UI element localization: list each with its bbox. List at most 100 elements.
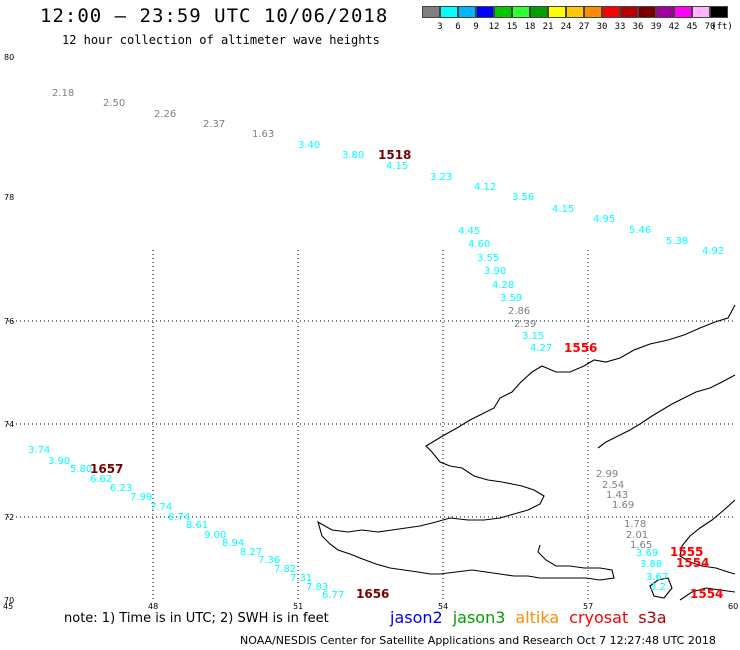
wave-height-value: 4.15 — [386, 161, 408, 172]
pass-time-label: 1518 — [378, 148, 411, 162]
wave-height-value: 4.95 — [593, 214, 615, 225]
color-swatch — [476, 6, 494, 18]
color-scale-label: 70 — [704, 22, 716, 32]
pass-time-label: 1656 — [356, 587, 389, 601]
color-swatch — [602, 6, 620, 18]
lon-tick-label: 57 — [583, 602, 593, 611]
wave-height-value: 7.31 — [290, 573, 312, 584]
color-scale-label: 27 — [578, 22, 590, 32]
lon-tick-label: 45 — [3, 602, 13, 611]
color-scale-label: 12 — [488, 22, 500, 32]
map-title: 12:00 — 23:59 UTC 10/06/2018 — [40, 5, 389, 27]
color-scale-bar — [422, 6, 728, 18]
color-scale-label: 42 — [668, 22, 680, 32]
wave-height-value: 7.36 — [258, 555, 280, 566]
wave-height-value: 5.38 — [666, 236, 688, 247]
wave-height-value: 4.60 — [468, 239, 490, 250]
lon-tick-label: 48 — [148, 602, 158, 611]
color-swatch — [566, 6, 584, 18]
wave-height-value: 8.94 — [222, 538, 244, 549]
lat-tick-label: 72 — [4, 513, 14, 522]
color-scale-label: (ft) — [711, 22, 733, 32]
color-scale-label: 30 — [596, 22, 608, 32]
wave-height-value: 3.74 — [28, 445, 50, 456]
coastline — [317, 304, 736, 601]
note-text: note: 1) Time is in UTC; 2) SWH is in fe… — [64, 611, 329, 626]
color-scale-label: 6 — [455, 22, 461, 32]
wave-height-value: 3.40 — [298, 140, 320, 151]
wave-height-value: 3.23 — [430, 172, 452, 183]
color-scale-label: 9 — [473, 22, 479, 32]
wave-height-value: 2.37 — [203, 119, 225, 130]
wave-height-value: 5.46 — [629, 225, 651, 236]
wave-height-value: 4.27 — [530, 343, 552, 354]
wave-height-value: 3.80 — [342, 150, 364, 161]
color-swatch — [710, 6, 728, 18]
pass-time-label: 1554 — [676, 556, 709, 570]
color-swatch — [548, 6, 566, 18]
color-swatch — [656, 6, 674, 18]
wave-height-value: 1.63 — [252, 129, 274, 140]
lat-lon-grid — [8, 250, 733, 600]
coastline-segment — [649, 577, 673, 599]
color-scale-label: 15 — [506, 22, 518, 32]
color-swatch — [674, 6, 692, 18]
satellite-legend: jason2 jason3 altika cryosat s3a — [390, 608, 677, 627]
wave-height-value: 1.69 — [612, 500, 634, 511]
wave-height-value: 9.00 — [204, 530, 226, 541]
wave-height-value: 8.27 — [240, 547, 262, 558]
color-swatch — [530, 6, 548, 18]
wave-height-value: 4.28 — [492, 280, 514, 291]
wave-height-value: 6.62 — [90, 474, 112, 485]
footer-credit: NOAA/NESDIS Center for Satellite Applica… — [240, 634, 716, 647]
color-swatch — [458, 6, 476, 18]
wave-height-value: 3.2 — [650, 582, 666, 593]
satellite-jason2: jason2 — [390, 608, 443, 627]
satellite-cryosat: cryosat — [569, 608, 629, 627]
map-subtitle: 12 hour collection of altimeter wave hei… — [62, 33, 380, 47]
pass-time-label: 1555 — [670, 545, 703, 559]
color-scale-label: 33 — [614, 22, 626, 32]
color-swatch — [494, 6, 512, 18]
wave-height-value: 6.77 — [322, 590, 344, 601]
wave-height-value: 2.99 — [596, 469, 618, 480]
wave-height-value: 4.12 — [474, 182, 496, 193]
wave-height-value: 7.83 — [306, 582, 328, 593]
pass-time-label: 1556 — [564, 341, 597, 355]
wave-height-value: 4.92 — [702, 246, 724, 257]
color-scale-label: 21 — [542, 22, 554, 32]
wave-height-value: 1.65 — [630, 540, 652, 551]
satellite-s3a: s3a — [638, 608, 667, 627]
lat-tick-label: 78 — [4, 193, 14, 202]
wave-height-value: 2.54 — [602, 480, 624, 491]
lon-tick-label: 54 — [438, 602, 448, 611]
wave-height-value: 7.74 — [150, 502, 172, 513]
color-swatch — [440, 6, 458, 18]
coastline-segment — [679, 499, 736, 575]
lat-tick-label: 76 — [4, 317, 14, 326]
color-scale-label: 18 — [524, 22, 536, 32]
wave-height-value: 2.50 — [103, 98, 125, 109]
lat-tick-label: 80 — [4, 53, 14, 62]
lat-tick-label: 70 — [4, 596, 14, 605]
color-scale-label: 36 — [632, 22, 644, 32]
lat-tick-label: 74 — [4, 420, 14, 429]
wave-height-value: 3.56 — [512, 192, 534, 203]
wave-height-value: 4.15 — [552, 204, 574, 215]
wave-height-value: 3.69 — [636, 548, 658, 559]
color-scale-label: 24 — [560, 22, 572, 32]
wave-height-value: 6.23 — [110, 483, 132, 494]
wave-height-value: 1.78 — [624, 519, 646, 530]
pass-time-label: 1657 — [90, 462, 123, 476]
lon-tick-label: 60 — [728, 602, 738, 611]
wave-height-value: 2.26 — [154, 109, 176, 120]
wave-height-value: 8.74 — [168, 512, 190, 523]
color-swatch — [620, 6, 638, 18]
color-swatch — [692, 6, 710, 18]
coastline-segment — [679, 587, 736, 601]
wave-height-value: 2.86 — [508, 306, 530, 317]
wave-height-value: 3.67 — [646, 572, 668, 583]
